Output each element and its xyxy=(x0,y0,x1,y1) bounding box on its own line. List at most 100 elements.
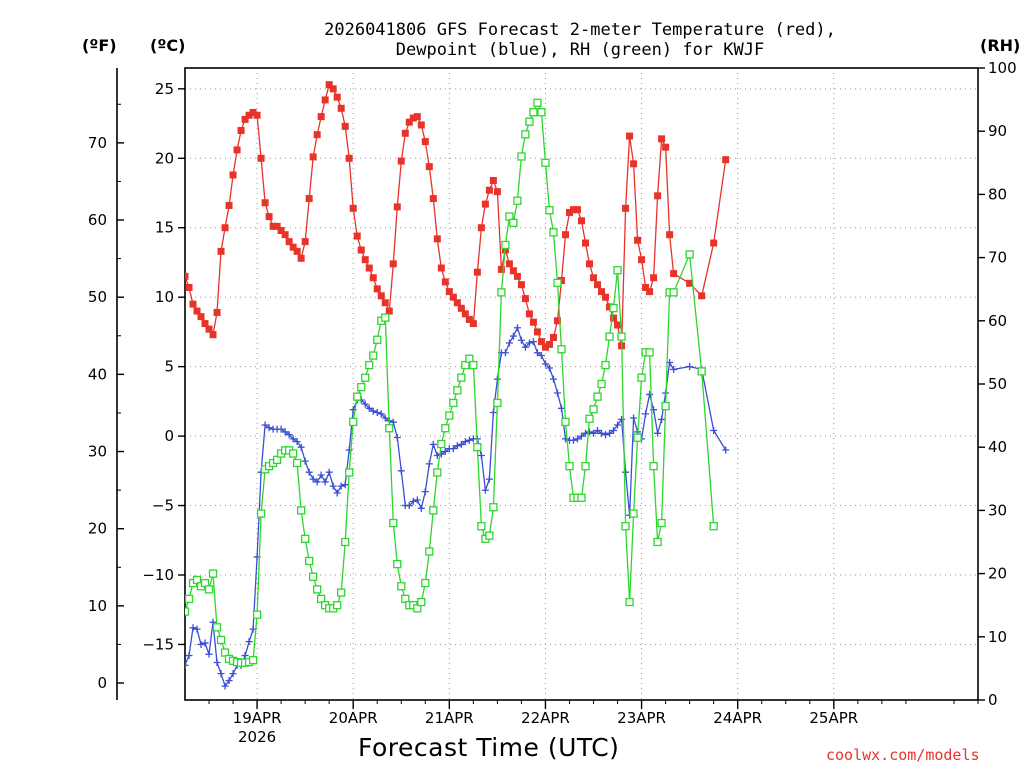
temperature-point xyxy=(361,256,369,264)
dewpoint-point xyxy=(525,339,533,347)
dewpoint-point xyxy=(245,638,253,646)
temperature-point xyxy=(365,264,373,272)
plot-frame xyxy=(184,67,979,701)
rh-tick-label: 90 xyxy=(988,122,1007,140)
temperature-point xyxy=(926,0,933,7)
dewpoint-point xyxy=(710,427,718,435)
temperature-point xyxy=(445,288,453,296)
temperature-point xyxy=(237,127,245,135)
rh-point xyxy=(341,537,350,547)
rh-point xyxy=(381,313,390,322)
rh-point xyxy=(794,0,801,7)
dewpoint-point xyxy=(465,436,473,444)
temperature-point xyxy=(185,272,189,280)
temperature-point xyxy=(878,0,885,7)
temperature-point xyxy=(553,317,561,325)
rh-point xyxy=(597,379,606,389)
rh-point xyxy=(649,462,658,471)
dewpoint-point xyxy=(313,478,321,486)
x-tick-label: 25APR xyxy=(809,709,858,727)
temperature-point xyxy=(213,308,221,316)
temperature-point xyxy=(273,222,281,230)
rh-point xyxy=(609,304,618,313)
temperature-point xyxy=(975,0,982,7)
rh-point xyxy=(549,228,558,237)
dewpoint-point xyxy=(509,332,517,340)
dewpoint-point xyxy=(622,468,630,476)
temperature-point xyxy=(938,0,945,7)
temperature-point xyxy=(385,307,393,315)
rh-point xyxy=(256,509,266,518)
rh-point xyxy=(685,250,694,259)
rh-point xyxy=(497,288,506,297)
dewpoint-point xyxy=(189,624,197,632)
temperature-point xyxy=(505,260,513,268)
rh-point xyxy=(565,462,574,471)
rh-point xyxy=(445,411,454,420)
celsius-tick-label: −15 xyxy=(142,635,174,653)
rh-point xyxy=(301,534,310,543)
dewpoint-point xyxy=(301,457,309,465)
temperature-point xyxy=(602,293,610,301)
rh-point xyxy=(433,468,442,477)
dewpoint-point xyxy=(201,639,209,647)
rh-point xyxy=(309,572,318,581)
dewpoint-point xyxy=(606,429,614,437)
rh-point xyxy=(252,610,262,619)
rh-point xyxy=(333,601,342,610)
temperature-point xyxy=(241,115,249,123)
rh-point xyxy=(758,0,765,7)
rh-point xyxy=(537,108,546,117)
temperature-point xyxy=(465,315,473,323)
rh-point xyxy=(185,594,194,604)
dewpoint-point xyxy=(265,424,273,432)
temperature-point xyxy=(634,236,642,244)
rh-point xyxy=(288,449,298,458)
temperature-point xyxy=(389,260,397,268)
temperature-point xyxy=(481,200,489,208)
temperature-point xyxy=(950,0,957,7)
rh-point xyxy=(513,196,522,205)
rh-point xyxy=(541,158,550,167)
dewpoint-point xyxy=(409,497,417,505)
temperature-point xyxy=(461,310,469,318)
rh-point xyxy=(349,417,358,427)
temperature-point xyxy=(537,338,545,346)
rh-tick-label: 40 xyxy=(988,438,1007,456)
rh-point xyxy=(521,130,530,139)
dewpoint-point xyxy=(654,429,662,437)
rh-point xyxy=(429,506,438,515)
dewpoint-point xyxy=(598,429,606,437)
rh-point xyxy=(208,569,218,578)
temperature-point xyxy=(401,129,409,137)
rh-point xyxy=(365,360,374,370)
dewpoint-point xyxy=(670,365,678,373)
rh-point xyxy=(525,117,534,126)
rh-point xyxy=(975,0,982,7)
dewpoint-point xyxy=(289,435,297,443)
dewpoint-point xyxy=(529,338,537,346)
dewpoint-point xyxy=(261,421,269,429)
dewpoint-point xyxy=(241,652,249,660)
dewpoint-point xyxy=(213,658,221,666)
temperature-point xyxy=(890,0,897,7)
rh-tick-label: 50 xyxy=(988,375,1007,393)
rh-point xyxy=(601,360,610,370)
series xyxy=(185,0,982,690)
dewpoint-point xyxy=(642,410,650,418)
dewpoint-point xyxy=(325,468,333,476)
rh-point xyxy=(545,206,554,215)
dewpoint-point xyxy=(393,433,401,441)
temperature-point xyxy=(590,274,598,282)
temperature-point xyxy=(734,0,741,7)
temperature-point xyxy=(405,118,413,126)
temperature-point xyxy=(393,203,401,211)
dewpoint-point xyxy=(453,442,461,450)
temperature-point xyxy=(349,204,357,212)
celsius-tick-label: 25 xyxy=(155,80,174,98)
rh-point xyxy=(709,522,718,531)
temperature-point xyxy=(217,247,225,255)
celsius-tick-label: 20 xyxy=(155,149,174,167)
dewpoint-point xyxy=(341,481,349,489)
rh-point xyxy=(453,386,462,395)
